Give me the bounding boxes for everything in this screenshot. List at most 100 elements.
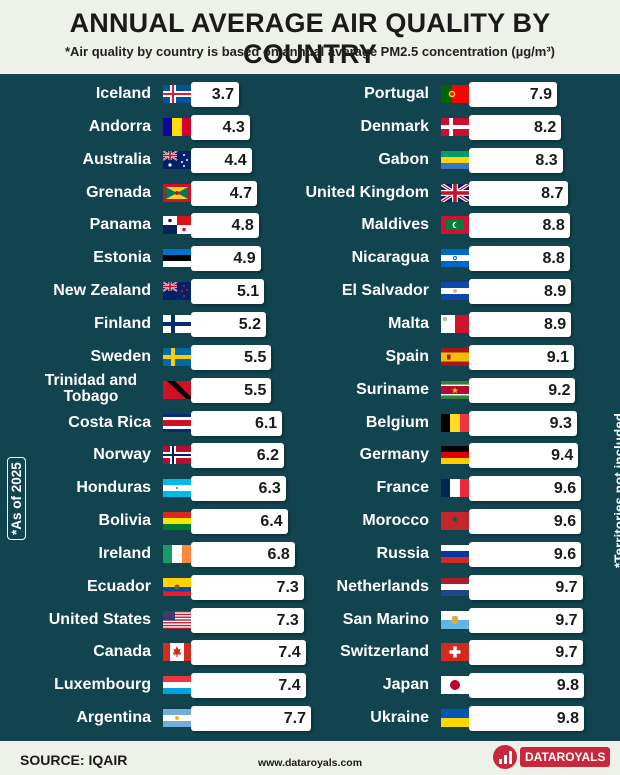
bar-honduras bbox=[191, 476, 286, 502]
malta-flag-icon bbox=[441, 314, 469, 333]
bar-malta bbox=[469, 311, 572, 337]
value-label-switzerland: 9.7 bbox=[555, 644, 578, 662]
country-label-maldives: Maldives bbox=[361, 216, 429, 234]
bar-suriname bbox=[469, 377, 576, 403]
bar-maldives bbox=[469, 213, 570, 239]
as-of-note: *As of 2025 bbox=[7, 457, 26, 540]
country-label-australia: Australia bbox=[82, 150, 151, 168]
bar-denmark bbox=[469, 114, 562, 140]
maldives-flag-icon bbox=[441, 216, 469, 235]
country-label-portugal: Portugal bbox=[364, 85, 429, 102]
country-label-belgium: Belgium bbox=[365, 413, 429, 431]
denmark-flag-icon bbox=[441, 117, 469, 136]
country-label-luxembourg: Luxembourg bbox=[54, 676, 151, 694]
bar-el-salvador bbox=[469, 279, 572, 305]
country-label-iceland: Iceland bbox=[95, 85, 151, 102]
country-label-germany: Germany bbox=[359, 446, 429, 464]
value-label-canada: 7.4 bbox=[278, 644, 301, 662]
panama-flag-icon bbox=[163, 216, 191, 235]
value-label-netherlands: 9.7 bbox=[555, 578, 578, 596]
bar-gabon bbox=[469, 147, 563, 173]
value-label-germany: 9.4 bbox=[551, 447, 574, 465]
value-label-suriname: 9.2 bbox=[548, 381, 571, 399]
chart-subtitle: *Air quality by country is based on annu… bbox=[64, 44, 556, 59]
netherlands-flag-icon bbox=[441, 577, 469, 596]
country-label-canada: Canada bbox=[93, 643, 151, 661]
value-label-malta: 8.9 bbox=[543, 315, 567, 333]
japan-flag-icon bbox=[441, 676, 469, 695]
country-label-gabon: Gabon bbox=[378, 150, 429, 168]
bar-morocco bbox=[469, 509, 582, 535]
country-label-morocco: Morocco bbox=[362, 512, 429, 530]
value-label-el-salvador: 8.9 bbox=[543, 283, 567, 301]
estonia-flag-icon bbox=[163, 249, 191, 268]
value-label-maldives: 8.8 bbox=[542, 217, 565, 235]
value-label-nicaragua: 8.8 bbox=[542, 250, 565, 268]
bar-japan bbox=[469, 673, 584, 699]
russia-flag-icon bbox=[441, 544, 469, 563]
value-label-france: 9.6 bbox=[553, 480, 577, 498]
united-kingdom-flag-icon bbox=[441, 183, 469, 202]
country-label-estonia: Estonia bbox=[93, 249, 151, 267]
brand-name: DATAROYALS bbox=[520, 747, 611, 767]
bar-norway bbox=[191, 443, 284, 469]
value-label-honduras: 6.3 bbox=[258, 480, 281, 498]
argentina-flag-icon bbox=[163, 709, 191, 728]
country-label-el-salvador: El Salvador bbox=[341, 282, 429, 300]
bar-canada bbox=[191, 640, 306, 666]
new-zealand-flag-icon bbox=[163, 282, 191, 301]
grenada-flag-icon bbox=[163, 183, 191, 202]
value-label-grenada: 4.7 bbox=[229, 184, 252, 202]
value-label-argentina: 7.7 bbox=[283, 710, 306, 728]
country-label-andorra: Andorra bbox=[88, 117, 151, 135]
bar-panama bbox=[191, 213, 259, 239]
value-label-spain: 9.1 bbox=[546, 348, 570, 366]
value-label-costa-rica: 6.1 bbox=[254, 414, 278, 432]
andorra-flag-icon bbox=[163, 117, 191, 136]
website-url[interactable]: www.dataroyals.com bbox=[257, 757, 363, 769]
country-label-netherlands: Netherlands bbox=[336, 577, 429, 595]
bar-luxembourg bbox=[191, 673, 306, 699]
value-label-russia: 9.6 bbox=[553, 545, 577, 563]
chart-title: ANNUAL AVERAGE AIR QUALITY BY COUNTRY bbox=[69, 8, 551, 69]
bar-france bbox=[469, 476, 582, 502]
value-label-norway: 6.2 bbox=[256, 447, 279, 465]
value-label-gabon: 8.3 bbox=[535, 151, 558, 169]
value-label-panama: 4.8 bbox=[231, 217, 254, 235]
united-states-flag-icon bbox=[163, 610, 191, 629]
bar-sweden bbox=[191, 344, 272, 370]
country-label-sweden: Sweden bbox=[90, 347, 151, 365]
value-label-morocco: 9.6 bbox=[553, 513, 577, 531]
bar-costa-rica bbox=[191, 410, 283, 436]
bar-netherlands bbox=[469, 574, 583, 600]
bar-ireland bbox=[191, 541, 295, 567]
value-label-finland: 5.2 bbox=[238, 315, 261, 333]
country-label-russia: Russia bbox=[376, 544, 429, 562]
value-label-estonia: 4.9 bbox=[233, 250, 256, 268]
country-label-spain: Spain bbox=[385, 347, 429, 365]
value-label-united-states: 7.3 bbox=[276, 611, 299, 629]
ukraine-flag-icon bbox=[441, 709, 469, 728]
finland-flag-icon bbox=[163, 314, 191, 333]
norway-flag-icon bbox=[163, 446, 191, 465]
value-label-trinidad-and-tobago: 5.5 bbox=[244, 381, 267, 399]
costa-rica-flag-icon bbox=[163, 413, 191, 432]
bar-bolivia bbox=[191, 509, 288, 535]
country-label-switzerland: Switzerland bbox=[340, 643, 429, 661]
country-label-united-kingdom: United Kingdom bbox=[305, 183, 429, 201]
value-label-ireland: 6.8 bbox=[267, 545, 290, 563]
bar-finland bbox=[191, 311, 266, 337]
canada-flag-icon bbox=[163, 643, 191, 662]
value-label-ecuador: 7.3 bbox=[276, 578, 299, 596]
value-label-sweden: 5.5 bbox=[244, 348, 267, 366]
value-label-portugal: 7.9 bbox=[529, 86, 552, 103]
honduras-flag-icon bbox=[163, 479, 191, 498]
belgium-flag-icon bbox=[441, 413, 469, 432]
bar-belgium bbox=[469, 410, 577, 436]
el-salvador-flag-icon bbox=[441, 282, 469, 301]
source-label: SOURCE: IQAIR bbox=[20, 752, 128, 768]
trinidad-and-tobago-flag-icon bbox=[163, 380, 191, 399]
country-label-malta: Malta bbox=[388, 314, 429, 332]
bar-ecuador bbox=[191, 574, 304, 600]
value-label-belgium: 9.3 bbox=[549, 414, 572, 432]
